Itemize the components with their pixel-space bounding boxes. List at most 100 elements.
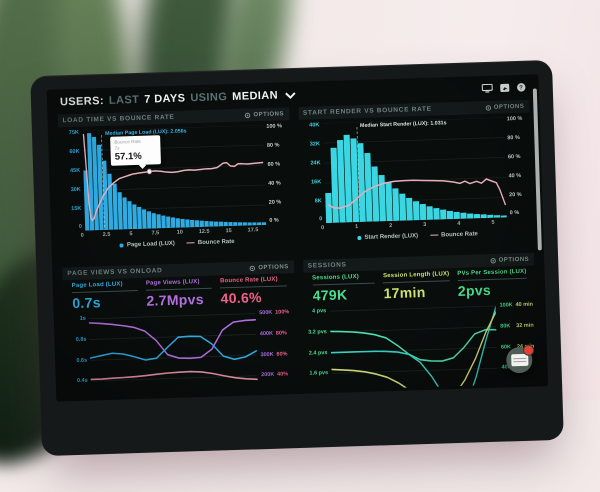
legend-line-swatch [187,242,195,244]
header-icons: ? [482,83,526,93]
sessions-chart-plot[interactable] [329,301,498,390]
axis-tick: 60K [62,150,79,156]
start-render-chart-plot[interactable]: Median Start Render (LUX): 1.031s [322,117,507,223]
legend-label: Page Load (LUX) [127,240,175,248]
axis-tick: 100K [500,302,516,308]
axis-tick: 1.6 pvs [309,371,328,378]
legend-item[interactable]: Page Load (LUX) [120,240,175,248]
days-selector[interactable]: 7 DAYS [144,92,185,105]
metric: Page Views (LUX)2.7Mpvs [142,279,217,309]
options-button[interactable]: OPTIONS [250,264,289,271]
axis-tick: 40 % [508,173,528,179]
chevron-down-icon[interactable] [285,92,296,99]
axis-tick: 45K [63,169,80,175]
laptop: USERS: LAST 7 DAYS USING MEDIAN ? LOAD T… [30,60,564,456]
axis-tick: 3 [423,222,426,228]
axis-tick: 60 % [508,154,528,160]
axis-tick: 2.5 [103,232,111,238]
help-icon[interactable]: ? [517,83,526,92]
axis-tick: 5 [491,220,494,226]
gear-icon [485,104,491,110]
axis-tick: 1s [80,316,86,322]
axis-tick: 60% [276,351,287,357]
panel-start-render-vs-bounce-rate: START RENDER VS BOUNCE RATE OPTIONS 40K 3… [298,100,534,257]
tooltip-value: 57.1% [115,151,157,163]
metric: PVs Per Session (LUX)2pvs [453,269,531,299]
axis-tick: 40% [277,372,288,378]
axis-tick: 8K [305,199,322,205]
legend-item[interactable]: Bounce Rate [187,238,235,245]
options-button[interactable]: OPTIONS [485,103,524,110]
axis-tick: 0 [65,225,82,231]
legend-item[interactable]: Start Render (LUX) [357,233,418,241]
axis-tick: 17.5 [248,227,259,233]
axis-tick: 80 % [267,143,287,149]
axis-tick: 80% [276,330,287,336]
y-axis-right: 100 %80 %60 %40 %20 %0 % [504,117,530,218]
metric-value: 479K [312,283,375,303]
axis-tick: 40K [302,123,319,129]
axis-tick: 500K [259,310,275,316]
legend-dot-swatch [357,235,361,239]
axis-tick: 300K [260,351,276,357]
gear-icon [490,257,496,263]
axis-tick: 2.4 pvs [309,350,328,357]
monitor-icon[interactable] [482,84,493,93]
users-label: USERS: [60,94,104,107]
axis-tick: 20 % [269,200,289,206]
last-label: LAST [109,93,140,106]
panel-title: SESSIONS [308,261,347,269]
axis-tick: 2 [389,223,392,229]
axis-tick: 10 [177,230,183,236]
axis-tick: 60 % [267,162,287,168]
axis-tick: 100 % [266,124,286,130]
axis-tick: 32 min [516,323,534,330]
axis-tick: 12.5 [199,229,210,235]
axis-tick: 400K [260,331,276,337]
axis-tick: 32K [303,142,320,148]
axis-tick: 0.6s [76,357,87,363]
page-views-chart-plot[interactable] [89,308,258,397]
metric-value: 0.7s [72,291,139,312]
metric-value: 2pvs [458,278,528,299]
median-selector[interactable]: MEDIAN [232,89,278,102]
axis-tick: 16K [304,180,321,186]
axis-tick: 1 [355,224,358,230]
panel-title: PAGE VIEWS VS ONLOAD [67,267,162,277]
axis-tick: 15 [225,228,231,234]
legend-item[interactable]: Bounce Rate [430,231,478,238]
laptop-screen: USERS: LAST 7 DAYS USING MEDIAN ? LOAD T… [47,74,549,401]
legend-label: Bounce Rate [198,238,235,245]
axis-tick: 24K [303,161,320,167]
options-button[interactable]: OPTIONS [490,256,529,263]
axis-tick: 0 [81,233,84,239]
axis-tick: 80 % [507,136,527,142]
axis-tick: 20 % [509,192,529,198]
options-button[interactable]: OPTIONS [245,111,284,118]
gear-icon [250,265,256,271]
chat-icon [511,354,528,367]
axis-tick: 100 % [507,117,527,123]
axis-tick: 0.4s [77,378,88,384]
axis-tick: 30K [64,187,81,193]
axis-tick: 5 [129,231,132,237]
metric: Session Length (LUX)17min [379,271,454,301]
share-icon[interactable] [500,83,510,92]
legend-label: Start Render (LUX) [364,233,418,241]
metric-value: 17min [383,281,450,302]
axis-tick: 0 [305,218,322,224]
panel-title: START RENDER VS BOUNCE RATE [303,106,432,117]
metric: Sessions (LUX)479K [308,273,380,303]
legend-dot-swatch [120,243,124,247]
axis-tick: 200K [261,372,277,378]
legend-label: Bounce Rate [441,231,478,238]
